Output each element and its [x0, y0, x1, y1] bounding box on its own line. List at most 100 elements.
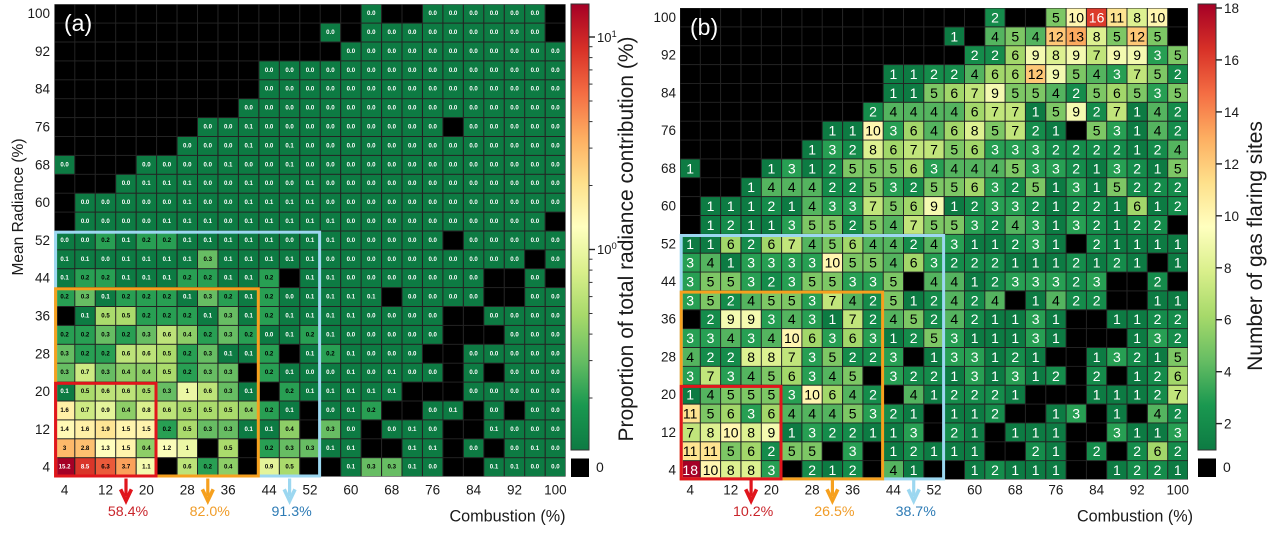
- svg-text:0.0: 0.0: [347, 237, 356, 244]
- svg-text:0.0: 0.0: [285, 105, 294, 112]
- svg-text:5: 5: [1154, 28, 1162, 44]
- svg-text:0.1: 0.1: [244, 294, 253, 301]
- svg-text:0.2: 0.2: [163, 294, 172, 301]
- svg-text:5: 5: [808, 443, 816, 459]
- svg-text:0.7: 0.7: [81, 369, 90, 376]
- svg-text:4: 4: [808, 198, 816, 214]
- svg-text:5: 5: [849, 160, 857, 176]
- svg-text:2: 2: [991, 387, 999, 403]
- svg-text:1: 1: [910, 292, 918, 308]
- svg-text:5: 5: [849, 368, 857, 384]
- svg-text:1: 1: [1011, 462, 1019, 478]
- svg-text:3: 3: [1113, 160, 1121, 176]
- svg-text:0.0: 0.0: [449, 275, 458, 282]
- svg-text:0.0: 0.0: [265, 86, 274, 93]
- svg-text:0.0: 0.0: [388, 426, 397, 433]
- svg-text:6: 6: [849, 330, 857, 346]
- svg-text:0.0: 0.0: [408, 294, 417, 301]
- svg-text:0.0: 0.0: [388, 105, 397, 112]
- svg-text:0.1: 0.1: [265, 237, 274, 244]
- svg-text:3: 3: [849, 443, 857, 459]
- svg-text:0.1: 0.1: [388, 388, 397, 395]
- svg-text:0.0: 0.0: [469, 388, 478, 395]
- svg-text:0.5: 0.5: [224, 445, 233, 452]
- svg-text:0.0: 0.0: [469, 218, 478, 225]
- svg-text:18: 18: [1224, 1, 1239, 16]
- svg-text:0.0: 0.0: [551, 199, 560, 206]
- svg-text:4: 4: [849, 292, 857, 308]
- svg-text:3: 3: [788, 274, 796, 290]
- svg-text:0.0: 0.0: [510, 105, 519, 112]
- svg-text:0.0: 0.0: [347, 105, 356, 112]
- svg-text:0.0: 0.0: [449, 294, 458, 301]
- svg-text:0.0: 0.0: [122, 199, 131, 206]
- svg-text:0.2: 0.2: [204, 275, 213, 282]
- svg-text:5: 5: [788, 443, 796, 459]
- svg-text:0.0: 0.0: [469, 199, 478, 206]
- svg-text:0.2: 0.2: [367, 407, 376, 414]
- svg-text:0.1: 0.1: [285, 256, 294, 263]
- svg-text:0.0: 0.0: [367, 29, 376, 36]
- svg-text:0.0: 0.0: [531, 407, 540, 414]
- svg-text:4: 4: [788, 311, 796, 327]
- svg-text:1: 1: [1133, 368, 1141, 384]
- svg-text:5: 5: [1093, 123, 1101, 139]
- svg-text:1: 1: [1133, 330, 1141, 346]
- svg-text:6: 6: [1113, 85, 1121, 101]
- svg-text:3: 3: [788, 217, 796, 233]
- svg-text:1: 1: [1133, 387, 1141, 403]
- svg-text:3: 3: [890, 179, 898, 195]
- svg-text:0.3: 0.3: [163, 388, 172, 395]
- svg-text:0.0: 0.0: [490, 29, 499, 36]
- svg-text:10: 10: [804, 387, 820, 403]
- svg-text:6: 6: [991, 66, 999, 82]
- svg-text:0.1: 0.1: [122, 237, 131, 244]
- svg-text:68: 68: [35, 157, 50, 172]
- svg-text:3: 3: [686, 274, 694, 290]
- svg-text:0.5: 0.5: [183, 407, 192, 414]
- svg-text:0.1: 0.1: [306, 350, 315, 357]
- svg-text:20: 20: [661, 387, 676, 402]
- svg-text:0.0: 0.0: [490, 142, 499, 149]
- svg-text:0.0: 0.0: [326, 29, 335, 36]
- svg-text:0.0: 0.0: [490, 10, 499, 17]
- svg-text:0.0: 0.0: [347, 67, 356, 74]
- svg-text:3: 3: [849, 198, 857, 214]
- svg-text:0.0: 0.0: [428, 142, 437, 149]
- svg-text:2: 2: [1093, 217, 1101, 233]
- svg-text:2: 2: [991, 406, 999, 422]
- svg-text:0.0: 0.0: [326, 199, 335, 206]
- svg-text:5: 5: [1032, 85, 1040, 101]
- svg-text:3: 3: [869, 330, 877, 346]
- svg-text:0.0: 0.0: [204, 142, 213, 149]
- svg-text:2: 2: [971, 387, 979, 403]
- svg-text:2: 2: [869, 104, 877, 120]
- svg-text:3: 3: [829, 330, 837, 346]
- svg-text:10: 10: [825, 255, 841, 271]
- svg-text:1: 1: [1133, 141, 1141, 157]
- svg-text:100: 100: [544, 483, 567, 498]
- svg-text:0.3: 0.3: [204, 350, 213, 357]
- svg-text:0.1: 0.1: [347, 407, 356, 414]
- svg-text:0.0: 0.0: [388, 29, 397, 36]
- svg-text:0.1: 0.1: [408, 426, 417, 433]
- svg-text:15.2: 15.2: [59, 464, 71, 471]
- svg-text:1: 1: [1174, 236, 1182, 252]
- svg-text:0.1: 0.1: [306, 237, 315, 244]
- svg-text:2: 2: [890, 406, 898, 422]
- svg-text:0.0: 0.0: [326, 105, 335, 112]
- svg-text:4: 4: [971, 66, 979, 82]
- svg-text:7: 7: [971, 85, 979, 101]
- svg-text:0.0: 0.0: [428, 67, 437, 74]
- svg-text:0.3: 0.3: [81, 294, 90, 301]
- svg-text:8: 8: [971, 123, 979, 139]
- svg-text:2: 2: [1011, 179, 1019, 195]
- svg-text:5: 5: [707, 274, 715, 290]
- svg-text:0.1: 0.1: [285, 369, 294, 376]
- svg-text:92: 92: [507, 483, 522, 498]
- svg-text:3: 3: [1072, 179, 1080, 195]
- svg-text:0.0: 0.0: [347, 426, 356, 433]
- svg-text:4: 4: [910, 387, 918, 403]
- svg-text:36: 36: [661, 312, 676, 327]
- svg-text:0.3: 0.3: [224, 369, 233, 376]
